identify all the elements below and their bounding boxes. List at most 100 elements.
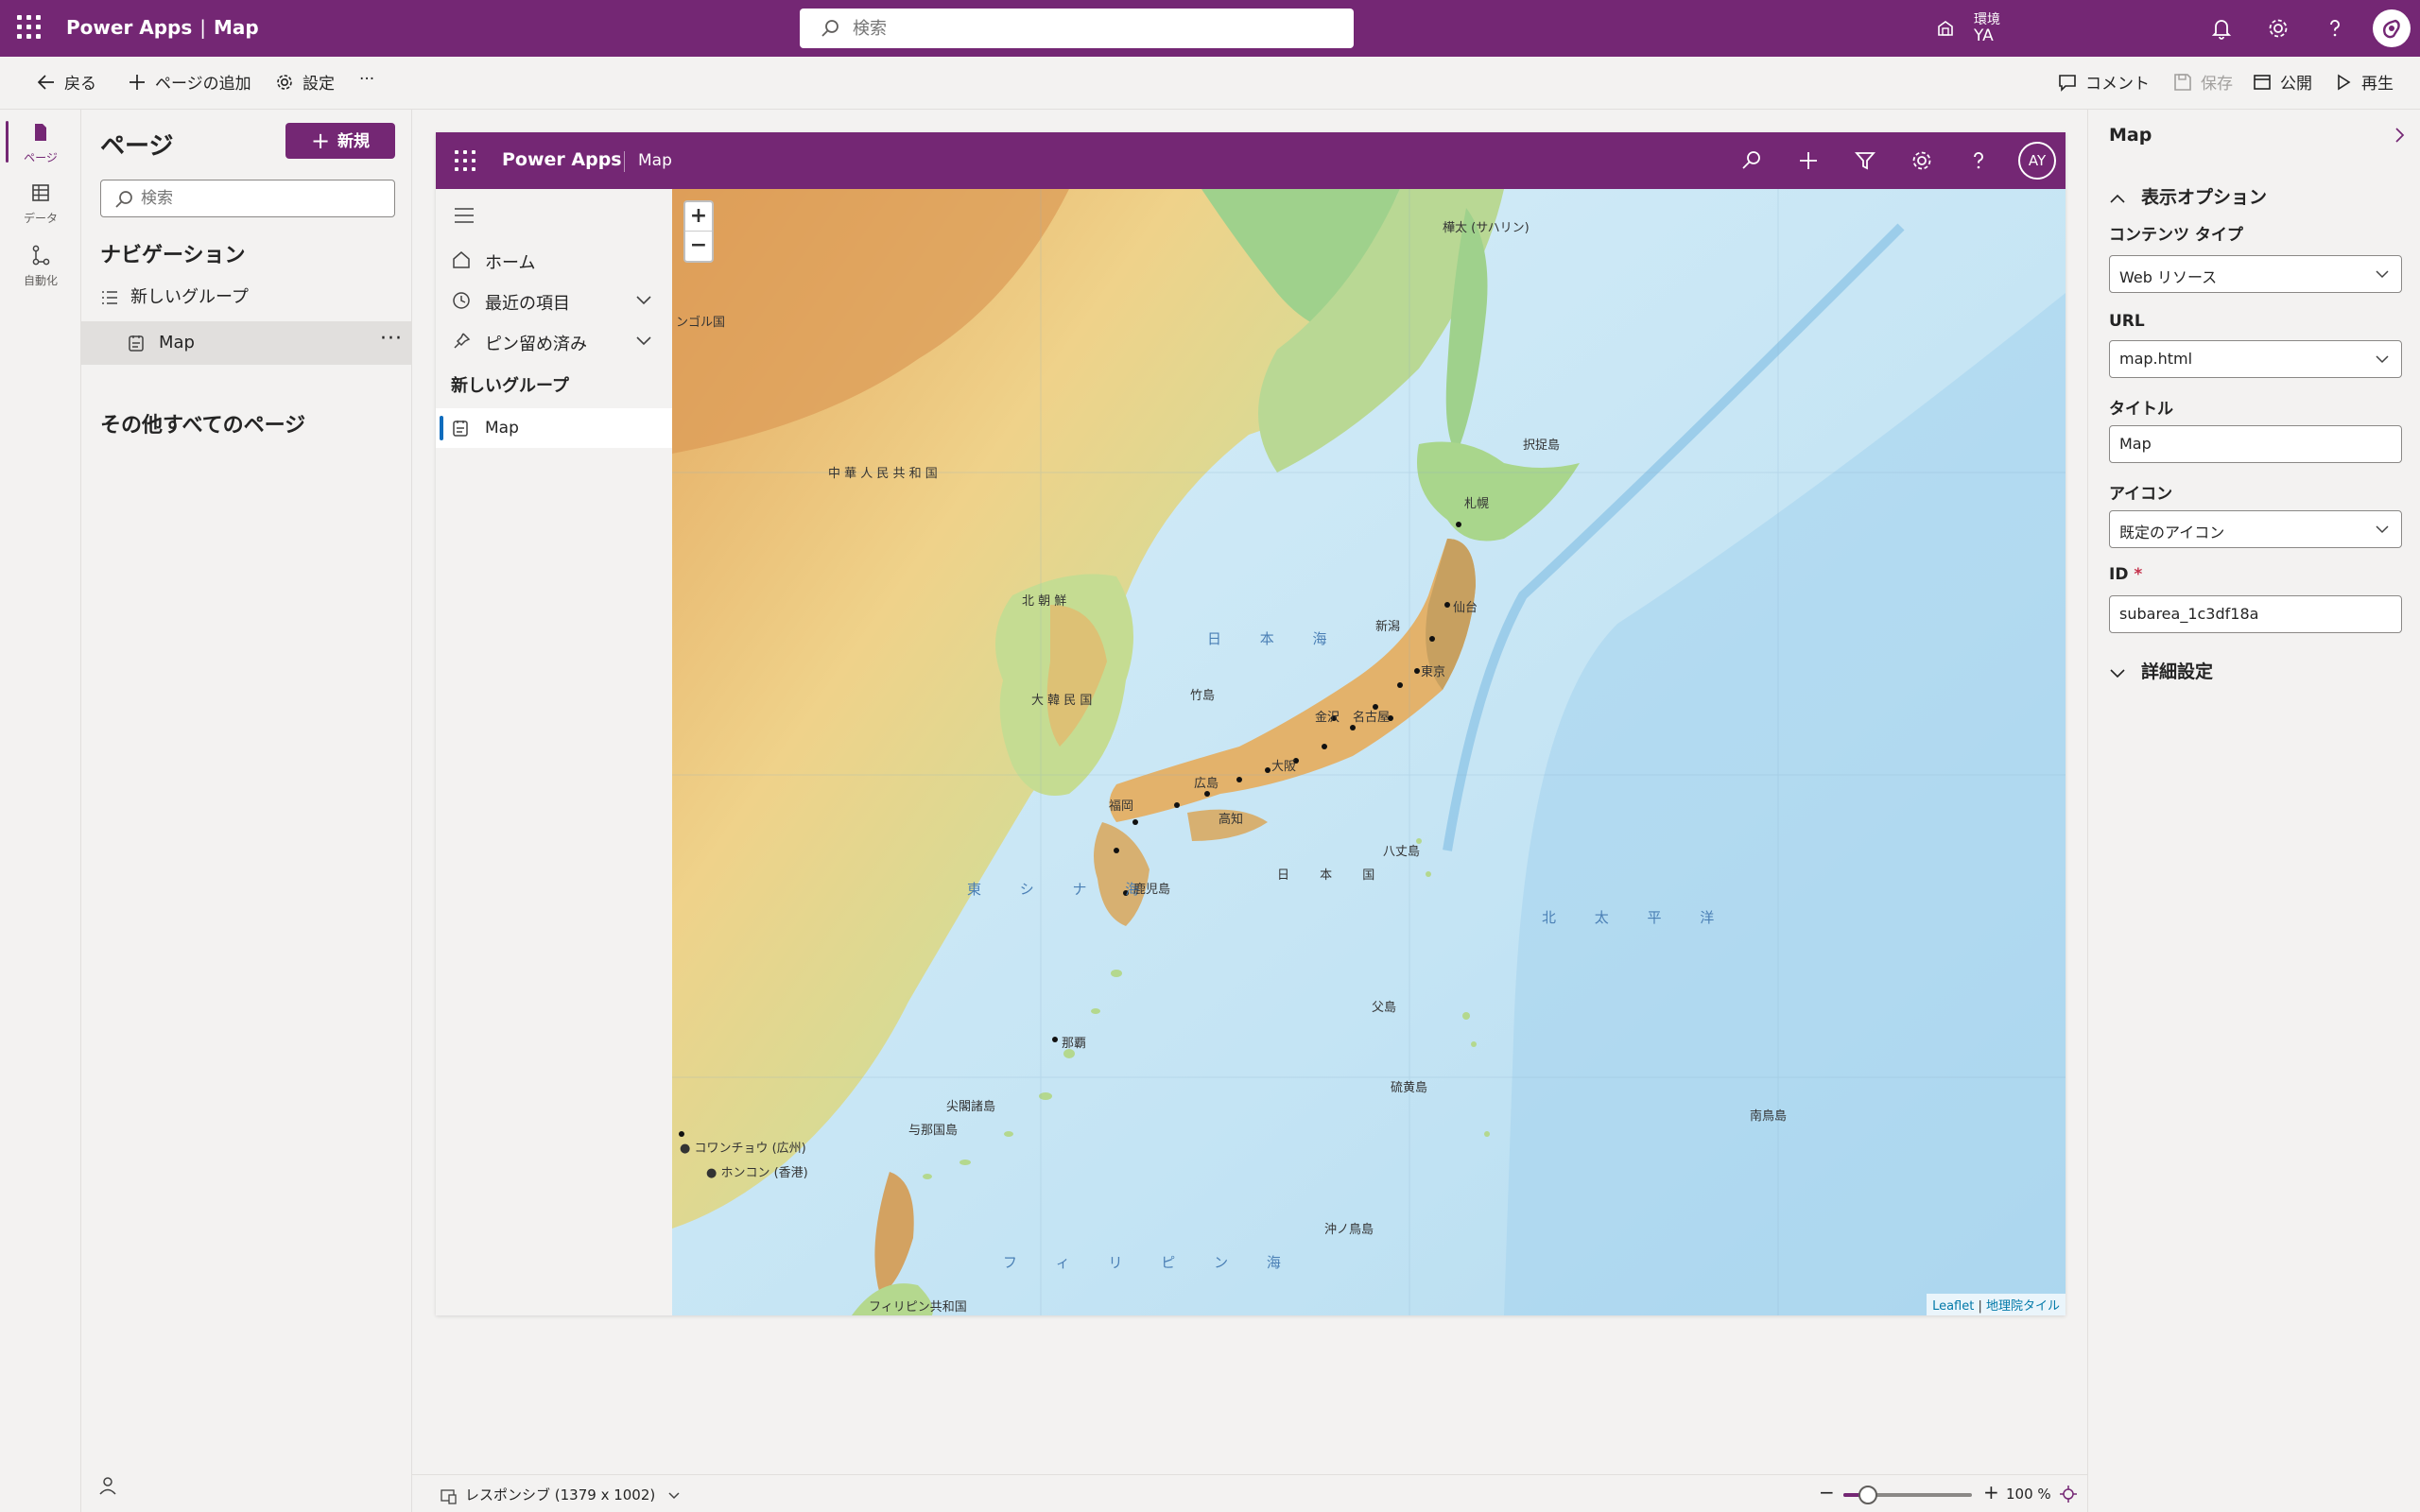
- preview-new-icon[interactable]: [1795, 147, 1822, 174]
- display-options-section[interactable]: 表示オプション: [2109, 183, 2267, 209]
- content-type-label: コンテンツ タイプ: [2109, 226, 2243, 245]
- rail-automate-button[interactable]: 自動化: [0, 236, 81, 293]
- publish-button[interactable]: 公開: [2252, 70, 2312, 96]
- nav-group-heading: 新しいグループ: [451, 376, 569, 396]
- rail-data-button[interactable]: データ: [0, 174, 81, 231]
- environment-picker[interactable]: 環境 YA: [1936, 8, 2040, 49]
- comments-button[interactable]: コメント: [2057, 70, 2150, 96]
- map-label-tokyo: 東京: [1421, 665, 1446, 679]
- nav-recent[interactable]: 最近の項目: [436, 281, 672, 320]
- responsive-size-dropdown[interactable]: レスポンシブ (1379 x 1002): [441, 1485, 681, 1504]
- preview-app-launcher-icon[interactable]: [455, 150, 475, 171]
- more-commands-button[interactable]: ···: [359, 70, 375, 89]
- publish-icon: [2254, 74, 2271, 90]
- map-label-kochi: 高知: [1219, 813, 1244, 827]
- zoom-out-button[interactable]: −: [1819, 1481, 1835, 1503]
- comment-icon: [2059, 74, 2076, 92]
- new-page-button[interactable]: + 新規: [285, 123, 395, 159]
- save-button[interactable]: 保存: [2172, 70, 2233, 96]
- nav-map-item[interactable]: Map: [436, 408, 672, 448]
- app-preview: Power Apps Map AY ホーム 最近の項目 ピン留め済み 新しいグル…: [436, 132, 2066, 1315]
- map-label-naha: 那覇: [1062, 1037, 1087, 1051]
- help-question-icon[interactable]: [2322, 15, 2348, 42]
- fit-to-screen-icon[interactable]: [2059, 1485, 2078, 1503]
- hamburger-menu-icon[interactable]: [453, 206, 475, 225]
- map-label-pacific: 北 太 平 洋: [1542, 909, 1732, 926]
- zoom-slider-fill: [1843, 1493, 1868, 1497]
- pages-search-input[interactable]: [141, 186, 387, 211]
- preview-help-icon[interactable]: [1965, 147, 1992, 174]
- play-icon: [2338, 74, 2351, 90]
- chevron-right-icon[interactable]: [2389, 125, 2410, 146]
- web-resource-icon: [129, 335, 144, 352]
- map-label-iwo: 硫黄島: [1391, 1081, 1428, 1095]
- global-search-box[interactable]: [800, 9, 1354, 48]
- add-page-button[interactable]: ページの追加: [127, 70, 251, 96]
- nav-group-item[interactable]: 新しいグループ: [100, 284, 249, 308]
- home-icon: [453, 251, 470, 268]
- content-type-value: Web リソース: [2119, 268, 2218, 286]
- map-label-sendai: 仙台: [1453, 601, 1478, 615]
- save-icon: [2174, 73, 2191, 91]
- map-zoom-in-button[interactable]: +: [685, 202, 712, 232]
- map-zoom-out-button[interactable]: −: [689, 233, 708, 257]
- url-dropdown[interactable]: map.html: [2109, 340, 2402, 378]
- global-search-input[interactable]: [853, 14, 1325, 43]
- pages-search-box[interactable]: [100, 180, 395, 217]
- pages-panel-title: ページ: [100, 132, 174, 161]
- chevron-down-icon[interactable]: [634, 292, 653, 309]
- map-view[interactable]: + − ンゴル国 中 華 人 民 共 和 国 北 朝 鮮 大 韓 民 国 日 本…: [672, 189, 2066, 1315]
- gsi-tiles-link[interactable]: 地理院タイル: [1985, 1299, 2060, 1314]
- icon-dropdown[interactable]: 既定のアイコン: [2109, 510, 2402, 548]
- map-label-kagoshima: 鹿児島: [1133, 883, 1171, 897]
- map-label-kanazawa: 金沢: [1315, 711, 1340, 725]
- chevron-down-icon: [2376, 355, 2389, 364]
- profile-avatar[interactable]: [2373, 9, 2411, 47]
- preview-user-avatar[interactable]: AY: [2018, 142, 2056, 180]
- map-label-chichijima: 父島: [1372, 1001, 1397, 1015]
- map-label-guangzhou: ● コワンチョウ (広州): [680, 1142, 806, 1156]
- app-launcher-icon[interactable]: [17, 15, 42, 40]
- chevron-down-icon: [668, 1491, 680, 1499]
- environment-label: 環境: [1974, 12, 2000, 27]
- settings-gear-icon[interactable]: [2265, 15, 2291, 42]
- notifications-bell-icon[interactable]: [2208, 15, 2235, 42]
- zoom-in-button[interactable]: +: [1983, 1481, 1999, 1503]
- rail-pages-button[interactable]: ページ: [0, 113, 81, 170]
- preview-sitemap-nav: ホーム 最近の項目 ピン留め済み 新しいグループ Map: [436, 189, 672, 1315]
- advanced-settings-section[interactable]: 詳細設定: [2109, 658, 2213, 683]
- properties-panel: Map 表示オプション コンテンツ タイプ Web リソース URL map.h…: [2087, 110, 2420, 1512]
- map-label-senkaku: 尖閣諸島: [946, 1100, 996, 1114]
- preview-search-icon[interactable]: [1738, 147, 1765, 174]
- zoom-slider[interactable]: [1843, 1486, 1972, 1504]
- id-input[interactable]: subarea_1c3df18a: [2109, 595, 2402, 633]
- preview-app-name: Power Apps: [502, 149, 622, 170]
- nav-pinned[interactable]: ピン留め済み: [436, 321, 672, 361]
- chevron-down-icon[interactable]: [634, 333, 653, 350]
- content-type-dropdown[interactable]: Web リソース: [2109, 255, 2402, 293]
- back-button[interactable]: 戻る: [36, 70, 96, 96]
- play-button[interactable]: 再生: [2333, 70, 2394, 96]
- settings-button[interactable]: 設定: [274, 70, 335, 96]
- chevron-down-icon: [2376, 525, 2389, 534]
- url-label: URL: [2109, 312, 2145, 331]
- map-label-minamitori: 南鳥島: [1750, 1109, 1788, 1124]
- map-label-hiroshima: 広島: [1194, 777, 1219, 791]
- preview-filter-icon[interactable]: [1852, 147, 1878, 174]
- leaflet-link[interactable]: Leaflet: [1932, 1299, 1975, 1314]
- nav-page-label: Map: [159, 333, 195, 352]
- zoom-slider-thumb[interactable]: [1858, 1486, 1877, 1504]
- nav-home[interactable]: ホーム: [436, 240, 672, 280]
- virtual-agent-icon[interactable]: [96, 1474, 119, 1497]
- app-name: Power Apps: [66, 16, 193, 39]
- canvas-status-bar: レスポンシブ (1379 x 1002) − + 100 %: [412, 1474, 2087, 1512]
- title-input[interactable]: Map: [2109, 425, 2402, 463]
- url-value: map.html: [2119, 350, 2193, 368]
- preview-header: Power Apps Map AY: [436, 132, 2066, 189]
- preview-settings-icon[interactable]: [1909, 147, 1935, 174]
- zoom-value: 100 %: [2006, 1486, 2051, 1503]
- nav-page-item-map[interactable]: Map ···: [81, 321, 411, 365]
- app-title: Power Apps | Map: [66, 16, 259, 39]
- web-resource-icon: [453, 421, 468, 437]
- page-more-options-button[interactable]: ···: [380, 327, 403, 351]
